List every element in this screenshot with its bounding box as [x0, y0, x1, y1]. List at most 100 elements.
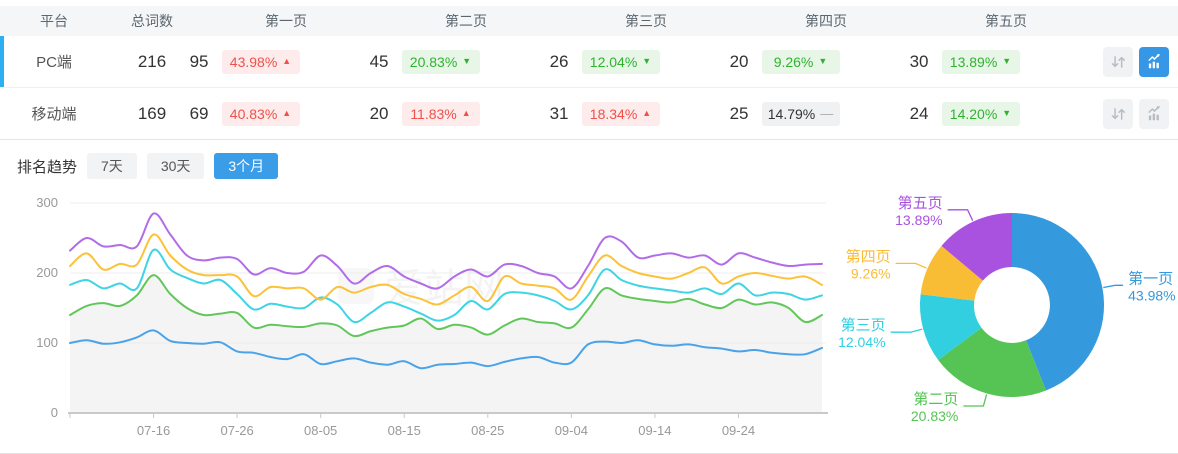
- donut-label-5: 第五页 13.89%: [895, 194, 942, 228]
- trend-up-icon: ▲: [461, 108, 471, 118]
- change-percent: 20.83%: [409, 53, 458, 70]
- donut-label-line-5: [947, 209, 974, 221]
- change-badge: 9.26% ▼: [761, 49, 840, 74]
- x-axis-label: 09-14: [638, 423, 671, 438]
- change-badge: 13.89% ▼: [941, 49, 1020, 74]
- rank-trend-line-chart: 爱站网 0 100 200 300 07-16 07-26 08-05 08-15 08-25 09…: [36, 195, 828, 438]
- series-line-3: [69, 248, 823, 324]
- sort-arrows-button[interactable]: [1103, 46, 1133, 77]
- table-header-row: 平台 总词数 第一页 第二页 第三页 第四页 第五页: [0, 6, 1178, 36]
- watermark-text: 爱站网: [384, 267, 504, 311]
- total-words-value: 216: [137, 51, 167, 71]
- trend-title: 排名趋势: [17, 158, 78, 176]
- page-1-cell: 95 43.98% ▲: [190, 49, 376, 74]
- page-1-count: 69: [189, 103, 209, 123]
- donut-label-4: 第四页 9.26%: [846, 247, 891, 281]
- y-axis-label: 200: [36, 265, 58, 280]
- col-header-platform: 平台: [40, 13, 68, 29]
- page-3-count: 26: [549, 51, 569, 71]
- page-4-count: 25: [729, 103, 749, 123]
- donut-slice-1[interactable]: [1012, 213, 1105, 391]
- x-axis-label: 09-24: [722, 423, 755, 438]
- col-header-page-2: 第二页: [445, 13, 487, 29]
- trend-down-icon: ▼: [1002, 108, 1012, 118]
- trend-chart-button[interactable]: [1139, 98, 1169, 129]
- donut-slice-5[interactable]: [941, 213, 1013, 281]
- page-2-cell: 45 20.83% ▼: [370, 49, 556, 74]
- y-axis-label: 100: [36, 335, 58, 350]
- change-badge: 40.83% ▲: [221, 101, 300, 126]
- donut-label-1: 第一页 43.98%: [1128, 269, 1175, 303]
- page-4-cell: 20 9.26% ▼: [730, 49, 916, 74]
- change-badge: 11.83% ▲: [401, 101, 480, 126]
- series-line-5: [69, 212, 823, 290]
- trend-flat-icon: —: [820, 106, 834, 121]
- page-1-count: 95: [189, 51, 209, 71]
- trend-toolbar: 排名趋势 7天 30天 3个月: [17, 153, 1178, 179]
- page-3-count: 31: [549, 103, 569, 123]
- table-row-移动端: 移动端 169 69 40.83% ▲ 20 11.83% ▲ 31 18.34% ▲ 25 14.79…: [0, 88, 1178, 140]
- col-header-page-3: 第三页: [625, 13, 667, 29]
- col-header-page-4: 第四页: [805, 13, 847, 29]
- donut-label-3: 第三页 12.04%: [838, 316, 885, 350]
- col-header-total-words: 总词数: [131, 13, 173, 29]
- trend-down-icon: ▼: [1002, 56, 1012, 66]
- trend-up-icon: ▲: [282, 56, 292, 66]
- series-line-1: [69, 329, 823, 370]
- change-percent: 9.26%: [773, 53, 814, 70]
- change-badge: 18.34% ▲: [581, 101, 660, 126]
- page-5-count: 24: [909, 103, 929, 123]
- x-axis-label: 09-04: [555, 423, 588, 438]
- donut-slice-2[interactable]: [938, 327, 1046, 398]
- row-actions: [1096, 98, 1178, 129]
- page-5-cell: 30 13.89% ▼: [910, 49, 1096, 74]
- total-words-value: 169: [137, 103, 167, 123]
- page-3-cell: 31 18.34% ▲: [550, 101, 736, 126]
- donut-label-line-2: [963, 394, 988, 407]
- trend-down-icon: ▼: [818, 56, 828, 66]
- change-percent: 40.83%: [229, 105, 278, 122]
- change-percent: 18.34%: [589, 105, 638, 122]
- watermark-logo: [338, 268, 374, 304]
- page-2-count: 45: [369, 51, 389, 71]
- x-axis-label: 07-16: [137, 423, 170, 438]
- series-line-2: [69, 274, 823, 338]
- y-axis-label: 300: [36, 195, 58, 210]
- donut-slice-3[interactable]: [919, 294, 982, 360]
- page-2-count: 20: [369, 103, 389, 123]
- page-3-cell: 26 12.04% ▼: [550, 49, 736, 74]
- change-badge: 12.04% ▼: [581, 49, 660, 74]
- platform-name: 移动端: [31, 106, 77, 123]
- page-4-count: 20: [729, 51, 749, 71]
- area-fill: [70, 275, 822, 413]
- series-line-4: [69, 233, 823, 306]
- x-axis-label: 08-25: [471, 423, 504, 438]
- platform-name: PC端: [36, 54, 72, 71]
- table-row-PC端: PC端 216 95 43.98% ▲ 45 20.83% ▼ 26 12.04% ▼ 20 9.26%…: [0, 36, 1178, 88]
- trend-down-icon: ▼: [642, 56, 652, 66]
- page-1-cell: 69 40.83% ▲: [190, 101, 376, 126]
- trend-down-icon: ▼: [462, 56, 472, 66]
- donut-label-line-4: [895, 262, 927, 269]
- change-percent: 14.79%: [767, 105, 816, 122]
- change-percent: 43.98%: [229, 53, 278, 70]
- tab-30天[interactable]: 30天: [146, 153, 205, 179]
- page-4-cell: 25 14.79% —: [730, 101, 916, 126]
- donut-label-line-1: [1103, 284, 1124, 289]
- col-header-page-1: 第一页: [265, 13, 307, 29]
- trend-range-tabs: 7天 30天 3个月: [87, 153, 288, 179]
- change-badge: 14.79% —: [761, 101, 840, 126]
- change-badge: 20.83% ▼: [401, 49, 480, 74]
- trend-chart-button[interactable]: [1139, 46, 1169, 77]
- tab-7天[interactable]: 7天: [87, 153, 137, 179]
- tab-3个月[interactable]: 3个月: [214, 153, 279, 179]
- donut-slice-4[interactable]: [920, 245, 983, 301]
- change-badge: 43.98% ▲: [221, 49, 300, 74]
- table-body: PC端 216 95 43.98% ▲ 45 20.83% ▼ 26 12.04% ▼ 20 9.26%…: [0, 36, 1178, 140]
- sort-arrows-button[interactable]: [1103, 98, 1133, 129]
- page-2-cell: 20 11.83% ▲: [370, 101, 556, 126]
- page-5-count: 30: [909, 51, 929, 71]
- page-5-cell: 24 14.20% ▼: [910, 101, 1096, 126]
- change-percent: 14.20%: [949, 105, 998, 122]
